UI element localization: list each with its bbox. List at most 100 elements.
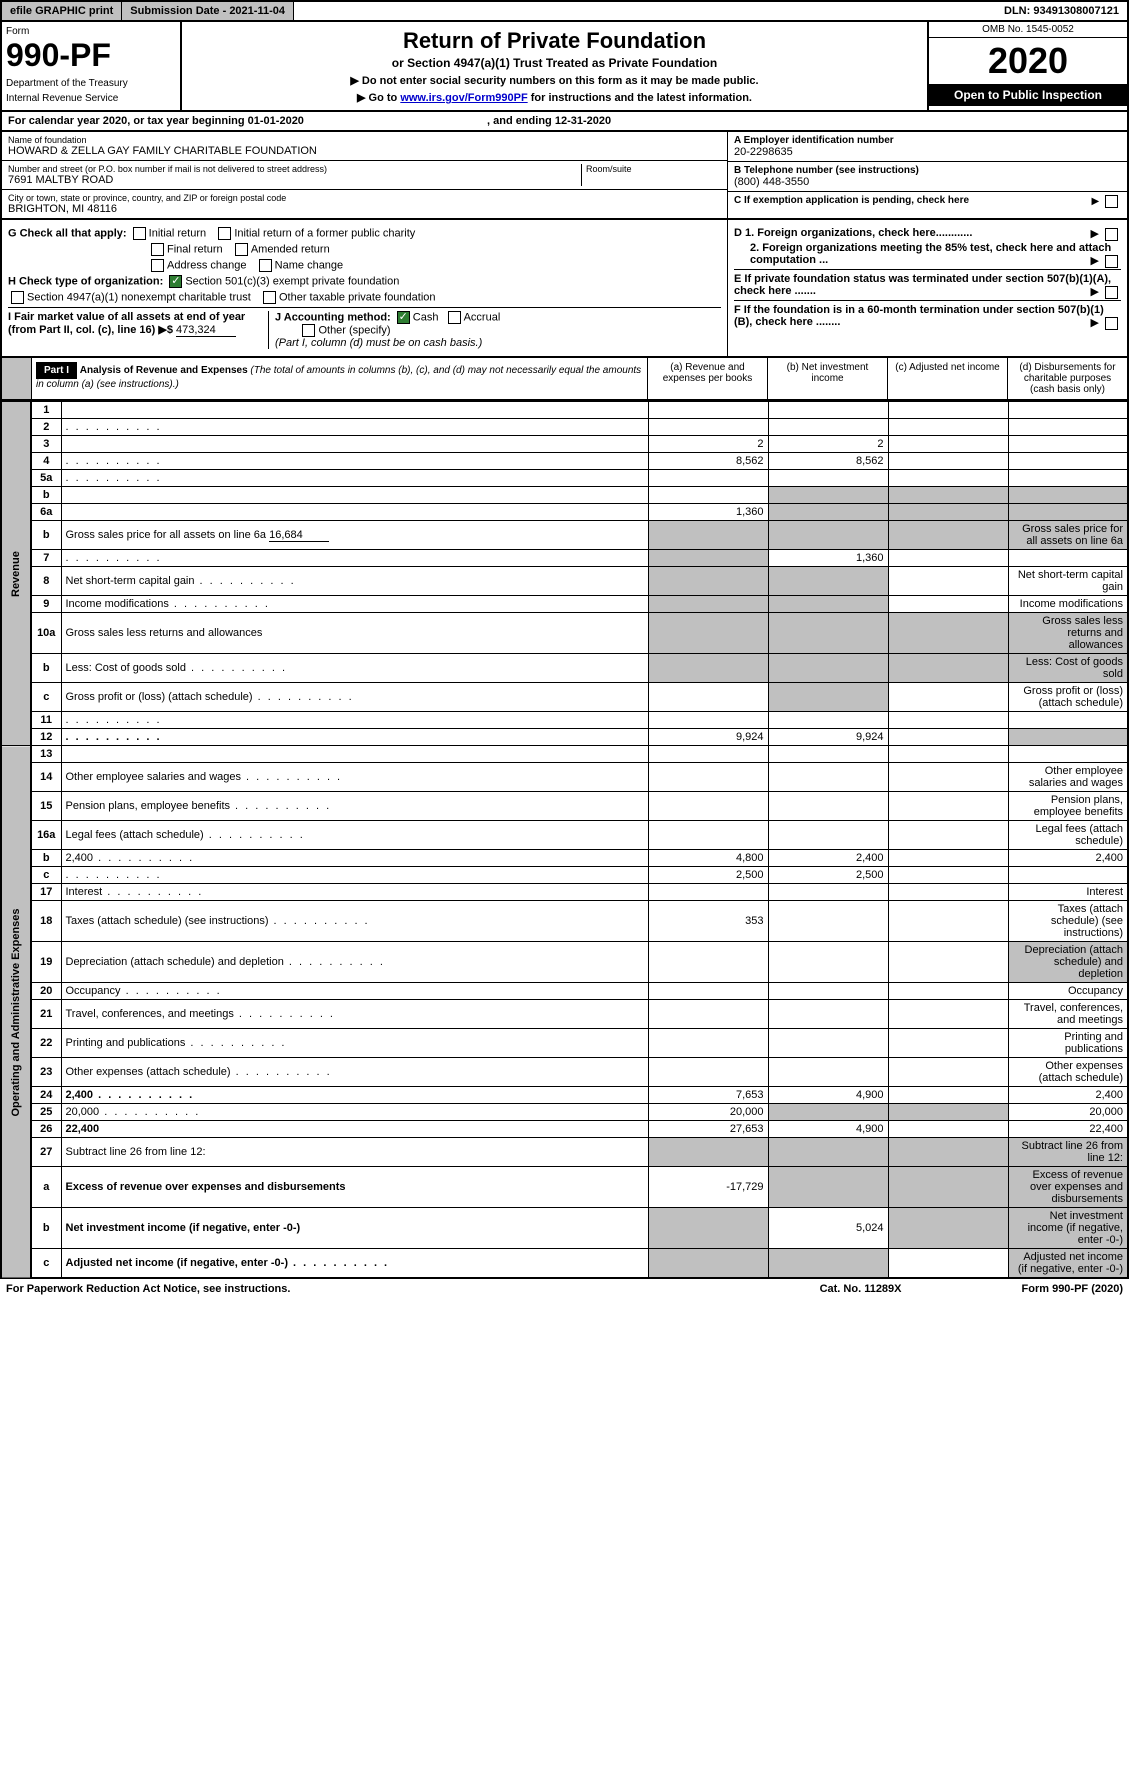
e-label: E If private foundation status was termi…	[734, 273, 1111, 297]
cash-check[interactable]	[397, 311, 410, 324]
amt-c	[888, 487, 1008, 504]
line-desc: Pension plans, employee benefits	[61, 792, 648, 821]
amt-a	[648, 1029, 768, 1058]
calyear-end: 12-31-2020	[555, 115, 611, 127]
amt-d	[1008, 746, 1128, 763]
amt-c	[888, 850, 1008, 867]
c-checkbox[interactable]	[1105, 195, 1118, 208]
line-desc	[61, 436, 648, 453]
other-spec-check[interactable]	[302, 324, 315, 337]
line-desc	[61, 453, 648, 470]
line-num: 3	[31, 436, 61, 453]
line-num: 18	[31, 901, 61, 942]
amt-a	[648, 1138, 768, 1167]
amt-d	[1008, 712, 1128, 729]
amt-d: Other employee salaries and wages	[1008, 763, 1128, 792]
sec501-check[interactable]	[169, 275, 182, 288]
accrual-check[interactable]	[448, 311, 461, 324]
amt-c	[888, 1029, 1008, 1058]
addr-label: Number and street (or P.O. box number if…	[8, 164, 581, 174]
room-label: Room/suite	[586, 164, 721, 174]
amt-d: Net short-term capital gain	[1008, 567, 1128, 596]
amt-a	[648, 746, 768, 763]
amended-check[interactable]	[235, 243, 248, 256]
amt-d: Interest	[1008, 884, 1128, 901]
f-check[interactable]	[1105, 317, 1118, 330]
amt-a	[648, 821, 768, 850]
amt-d: Gross profit or (loss) (attach schedule)	[1008, 683, 1128, 712]
amt-d	[1008, 867, 1128, 884]
initial-check[interactable]	[133, 227, 146, 240]
amt-b	[768, 1000, 888, 1029]
amt-c	[888, 504, 1008, 521]
amt-b: 4,900	[768, 1087, 888, 1104]
amt-b	[768, 1167, 888, 1208]
line-num: 13	[31, 746, 61, 763]
table-row: cAdjusted net income (if negative, enter…	[1, 1249, 1128, 1279]
amt-a	[648, 1058, 768, 1087]
other-tax-check[interactable]	[263, 291, 276, 304]
line-num: 22	[31, 1029, 61, 1058]
line-desc	[61, 867, 648, 884]
g-row2: Final return Amended return	[8, 243, 721, 256]
line-num: 17	[31, 884, 61, 901]
entity-info: Name of foundation HOWARD & ZELLA GAY FA…	[0, 132, 1129, 220]
line-desc: Net short-term capital gain	[61, 567, 648, 596]
amt-a	[648, 613, 768, 654]
amt-a	[648, 983, 768, 1000]
amt-c	[888, 1000, 1008, 1029]
table-row: 17InterestInterest	[1, 884, 1128, 901]
amt-d	[1008, 487, 1128, 504]
d2-check[interactable]	[1105, 255, 1118, 268]
initial-label: Initial return	[149, 227, 206, 239]
final-check[interactable]	[151, 243, 164, 256]
name-change-check[interactable]	[259, 259, 272, 272]
col-d-head: (d) Disbursements for charitable purpose…	[1007, 358, 1127, 399]
amt-a: 1,360	[648, 504, 768, 521]
addr-change-check[interactable]	[151, 259, 164, 272]
amt-b	[768, 792, 888, 821]
d1-check[interactable]	[1105, 228, 1118, 241]
line-num: 21	[31, 1000, 61, 1029]
amt-c	[888, 1121, 1008, 1138]
table-row: 5a	[1, 470, 1128, 487]
efile-btn[interactable]: efile GRAPHIC print	[2, 2, 122, 20]
amt-a	[648, 683, 768, 712]
amt-b	[768, 712, 888, 729]
line-num: c	[31, 683, 61, 712]
amt-d	[1008, 436, 1128, 453]
amt-b	[768, 1104, 888, 1121]
amt-c	[888, 867, 1008, 884]
sec4947-check[interactable]	[11, 291, 24, 304]
phone-cell: B Telephone number (see instructions) (8…	[728, 162, 1127, 192]
section-label: Revenue	[1, 402, 31, 746]
irs-link[interactable]: www.irs.gov/Form990PF	[400, 92, 527, 104]
check-section: G Check all that apply: Initial return I…	[0, 220, 1129, 358]
initial-former-check[interactable]	[218, 227, 231, 240]
form-number: 990-PF	[6, 37, 176, 74]
table-row: 8Net short-term capital gainNet short-te…	[1, 567, 1128, 596]
line-num: 11	[31, 712, 61, 729]
part1-label: Part I	[36, 362, 77, 379]
dept-treasury: Department of the Treasury	[6, 78, 176, 89]
ein-label: A Employer identification number	[734, 135, 1121, 146]
topbar: efile GRAPHIC print Submission Date - 20…	[0, 0, 1129, 22]
cash-label: Cash	[413, 311, 439, 323]
line-num: 10a	[31, 613, 61, 654]
part1-desc: Part I Analysis of Revenue and Expenses …	[32, 358, 647, 399]
table-row: 18Taxes (attach schedule) (see instructi…	[1, 901, 1128, 942]
amt-b	[768, 683, 888, 712]
line-num: 25	[31, 1104, 61, 1121]
line-desc: Subtract line 26 from line 12:	[61, 1138, 648, 1167]
line-desc: 2,400	[61, 850, 648, 867]
amt-c	[888, 1104, 1008, 1121]
line-desc	[61, 470, 648, 487]
col-a-head: (a) Revenue and expenses per books	[647, 358, 767, 399]
other-spec-label: Other (specify)	[318, 324, 390, 336]
line-desc: Depreciation (attach schedule) and deple…	[61, 942, 648, 983]
amt-d: Less: Cost of goods sold	[1008, 654, 1128, 683]
e-check[interactable]	[1105, 286, 1118, 299]
irs-label: Internal Revenue Service	[6, 93, 176, 104]
table-row: b2,4004,8002,4002,400	[1, 850, 1128, 867]
amt-a: 7,653	[648, 1087, 768, 1104]
